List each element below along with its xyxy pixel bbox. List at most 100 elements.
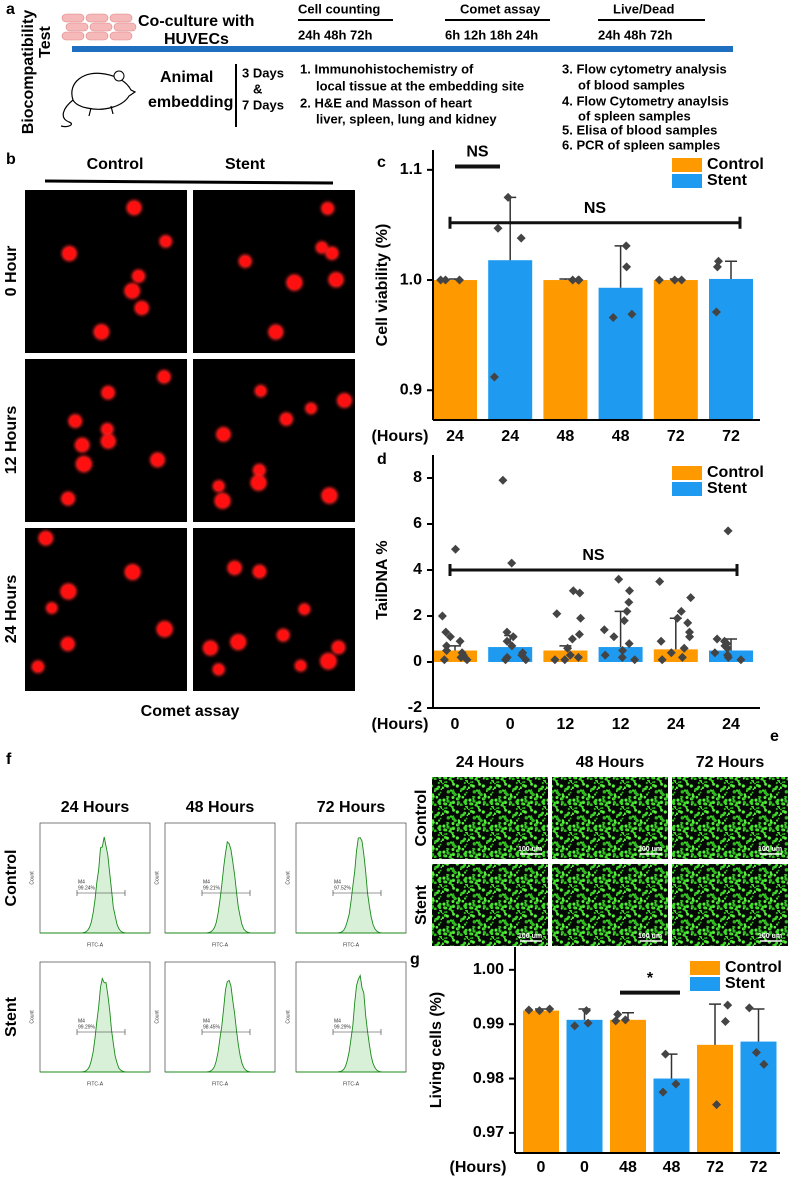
scale-label: 100 um — [638, 933, 662, 940]
data-point — [437, 611, 447, 621]
error-bar — [665, 1053, 678, 1079]
coculture-title: HUVECs — [164, 31, 229, 48]
cell-nucleus — [158, 371, 170, 383]
row-title: Stent — [3, 996, 20, 1037]
cell-nucleus — [47, 603, 57, 613]
data-point — [720, 1016, 730, 1026]
data-point — [614, 574, 624, 584]
y-axis-title: TailDNA % — [374, 540, 391, 619]
legend-label: Stent — [707, 480, 748, 497]
data-point — [516, 233, 526, 243]
significance-bracket — [448, 216, 742, 229]
cell-icon — [109, 13, 133, 23]
cell-nucleus — [33, 661, 43, 672]
cell-icon — [89, 22, 113, 32]
data-point — [502, 627, 512, 637]
caption: Comet assay — [141, 703, 240, 720]
y-tick-label: 0.97 — [473, 1124, 504, 1141]
data-point — [661, 1049, 670, 1059]
legend-label: Stent — [707, 172, 748, 189]
y-axis-title: Living cells (%) — [428, 992, 445, 1108]
cell-nucleus — [157, 622, 172, 636]
x-axis-title: (Hours) — [450, 1159, 507, 1176]
row-title: 12 Hours — [3, 406, 20, 475]
coculture-title: Co-culture with — [138, 13, 254, 30]
step-text: liver, spleen, lung and kidney — [316, 111, 497, 126]
scale-label: 100 um — [518, 846, 542, 853]
cell-nucleus — [329, 273, 343, 287]
cell-nucleus — [63, 247, 76, 260]
column-title: 24 Hours — [61, 799, 130, 816]
gate-percent: 99.29% — [334, 1024, 352, 1030]
scale-label: 100 um — [518, 933, 542, 940]
panel-label: c — [377, 154, 386, 171]
data-point — [736, 655, 746, 665]
cell-icon — [61, 13, 85, 23]
data-point — [439, 655, 449, 665]
x-tick-label: 24 — [667, 716, 685, 733]
data-point — [676, 606, 686, 616]
step-text: 6. PCR of spleen samples — [562, 137, 720, 152]
scale-label: 100 um — [638, 846, 662, 853]
panel-label: f — [6, 751, 12, 768]
cell-icon — [113, 22, 137, 32]
data-point — [576, 613, 586, 623]
data-point — [723, 652, 733, 662]
gate-label: M4 — [334, 879, 341, 885]
cell-nucleus — [254, 465, 265, 476]
cell-nucleus — [306, 403, 316, 413]
cell-nucleus — [296, 661, 306, 671]
side-title: Test — [37, 25, 54, 57]
timeline-bar — [72, 46, 733, 52]
cell-nucleus — [213, 664, 224, 675]
x-tick-label: 0 — [451, 716, 460, 733]
duration: 7 Days — [242, 97, 284, 112]
column-title: 72 Hours — [696, 754, 765, 771]
step-text: local tissue at the embedding site — [316, 78, 524, 93]
flow-histogram — [296, 837, 406, 934]
live-dead-image — [432, 864, 548, 946]
y-tick-label: 0.9 — [400, 381, 422, 398]
assay-name: Cell counting — [298, 1, 380, 16]
y-tick-label: 0 — [413, 653, 422, 670]
cell-nucleus — [76, 438, 89, 452]
mouse-legs — [88, 105, 114, 117]
duration: & — [253, 81, 262, 96]
legend-label: Control — [725, 959, 782, 976]
gate-label: M4 — [78, 879, 85, 885]
bar — [433, 650, 477, 662]
error-bar — [669, 617, 682, 650]
data-point — [567, 634, 577, 644]
assay-times: 24h 48h 72h — [298, 27, 372, 42]
cell-nucleus — [281, 413, 292, 425]
flow-histogram — [40, 836, 150, 934]
data-point — [508, 632, 518, 642]
assay-times: 6h 12h 18h 24h — [445, 27, 538, 42]
x-tick-label: 48 — [619, 1159, 637, 1176]
y-tick-label: 2 — [413, 607, 422, 624]
x-tick-label: 72 — [722, 428, 740, 445]
data-point — [498, 475, 508, 485]
step-text: of blood samples — [578, 77, 685, 92]
y-axis-title: Cell viability (%) — [374, 224, 391, 347]
data-point — [451, 544, 460, 554]
gate-percent: 98.45% — [203, 1024, 221, 1030]
bar — [740, 1041, 777, 1153]
data-point — [622, 606, 632, 616]
cell-icon — [85, 31, 109, 41]
gate-percent: 99.21% — [203, 885, 221, 891]
cell-nucleus — [39, 532, 52, 545]
data-point — [712, 634, 722, 644]
x-tick-label: 0 — [506, 716, 515, 733]
mouse-ear — [113, 70, 125, 82]
x-tick-label: 72 — [750, 1159, 768, 1176]
data-point — [627, 309, 637, 319]
x-tick-label: 48 — [612, 428, 630, 445]
cell-nucleus — [269, 325, 283, 339]
bar — [598, 287, 643, 420]
row-title: Stent — [413, 884, 430, 925]
bar — [610, 1019, 646, 1153]
significance-bracket — [448, 564, 739, 576]
cell-nucleus — [332, 641, 345, 653]
data-point — [545, 1004, 555, 1014]
